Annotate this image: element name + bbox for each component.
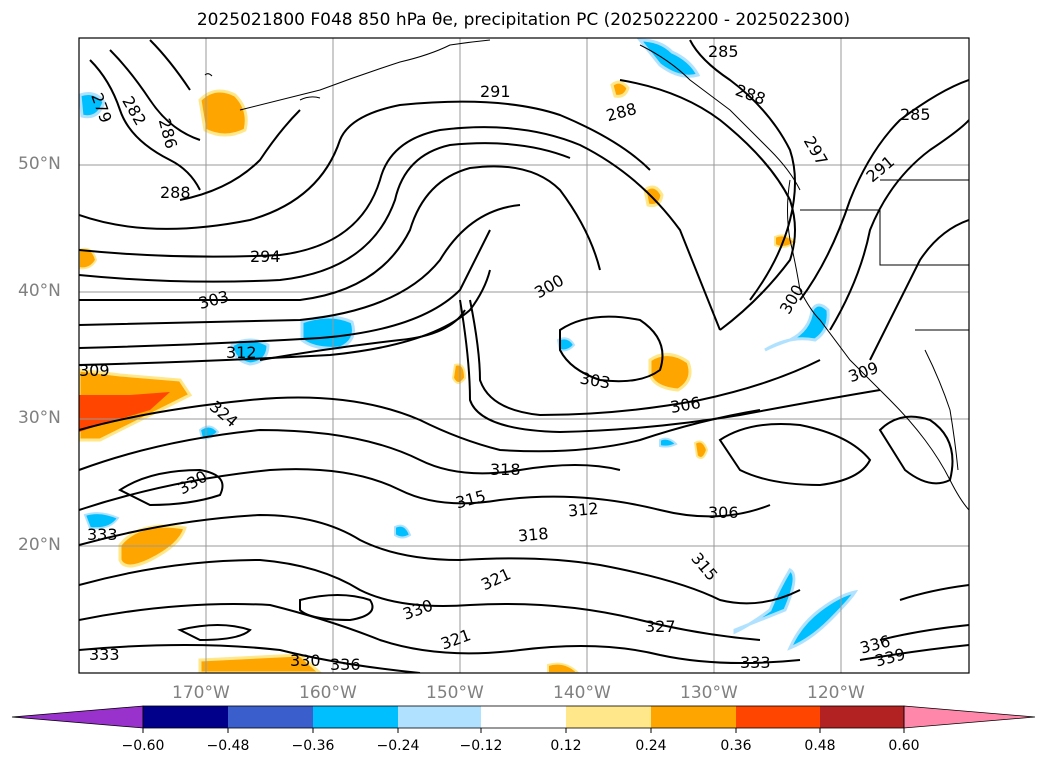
contour-label: 333 [87, 525, 118, 544]
lon-label: 140°W [553, 683, 611, 703]
lon-label: 130°W [680, 683, 738, 703]
precip-negative-area [300, 315, 355, 350]
contour-label: 321 [478, 564, 514, 594]
contour-label: 309 [846, 358, 881, 386]
colorbar-tick-label: 0.48 [804, 738, 836, 754]
contour-label: 312 [567, 499, 599, 521]
colorbar-tick-label: 0.12 [550, 738, 582, 754]
contour-label: 291 [480, 82, 511, 101]
precip-strong-area [79, 392, 170, 432]
contour-label: 286 [155, 116, 181, 150]
contour-label: 285 [900, 105, 931, 124]
precip-positive-area [643, 185, 664, 207]
contour-label: 327 [645, 617, 676, 636]
contour-label: 303 [197, 287, 231, 313]
contour-label: 285 [708, 42, 739, 61]
contour-label: 282 [118, 93, 150, 129]
colorbar-bin [313, 706, 398, 728]
precip-negative-area [636, 38, 701, 78]
lat-label: 30°N [18, 408, 61, 428]
contour-label: 333 [89, 645, 120, 664]
precip-positive-area [198, 89, 248, 137]
contour-label: 300 [531, 271, 567, 303]
colorbar-tick-label: 0.24 [635, 738, 667, 754]
precip-positive-area [648, 353, 692, 392]
precip-positive-area [610, 80, 630, 98]
colorbar-tick-label: 0.60 [888, 738, 920, 754]
precip-negative-area [733, 568, 796, 635]
colorbar-tick-label: −0.12 [459, 738, 503, 754]
contour-label: 294 [250, 247, 281, 266]
contour-label: 336 [330, 655, 361, 674]
contour-label: 288 [604, 99, 638, 125]
colorbar-bin [566, 706, 651, 728]
colorbar-bin [736, 706, 820, 728]
colorbar-tick-label: −0.36 [291, 738, 335, 754]
colorbar [11, 705, 1036, 733]
contour-label: 288 [160, 183, 191, 202]
colorbar-outline [142, 705, 905, 729]
lat-label: 40°N [18, 281, 61, 301]
lon-label: 120°W [807, 683, 865, 703]
precip-negative-area [79, 92, 106, 119]
precip-positive-area [451, 363, 467, 384]
lon-label: 160°W [299, 683, 357, 703]
precip-negative-area [659, 437, 678, 448]
precip-negative-area [556, 337, 576, 352]
contour-label: 318 [490, 460, 521, 479]
precip-negative-area [764, 303, 830, 352]
contour-label: 288 [733, 80, 768, 108]
colorbar-extend-left [11, 705, 144, 729]
lon-label: 150°W [426, 683, 484, 703]
map-frame [78, 37, 970, 674]
colorbar-extend-right [903, 705, 1036, 729]
lon-label: 170°W [172, 683, 230, 703]
contour-label: 315 [453, 486, 487, 512]
contour-label: 321 [438, 625, 473, 653]
colorbar-bin [143, 706, 228, 728]
colorbar-bin [820, 706, 904, 728]
contour-label: 318 [517, 524, 549, 546]
contour-label: 315 [687, 549, 721, 585]
contour-label: 303 [578, 369, 611, 393]
graticule [79, 38, 969, 673]
contour-label: 312 [226, 343, 257, 362]
contour-label: 297 [800, 133, 832, 169]
contour-label: 330 [400, 596, 435, 624]
lat-label: 20°N [18, 535, 61, 555]
precip-positive-area [547, 662, 580, 673]
contour-labels: 279 282 286 288 285 291 288 285 288 291 … [79, 42, 931, 674]
contour-label: 279 [87, 90, 115, 125]
precip-positive-area [693, 440, 709, 459]
colorbar-tick-label: −0.60 [121, 738, 165, 754]
theta-e-contours [79, 39, 969, 673]
colorbar-bin [481, 706, 566, 728]
map-title: 2025021800 F048 850 hPa θe, precipitatio… [196, 10, 851, 30]
colorbar-tick-label: −0.48 [206, 738, 250, 754]
contour-label: 306 [708, 503, 739, 522]
colorbar-bin [398, 706, 481, 728]
contour-label: 300 [776, 281, 808, 317]
precip-negative-area [83, 512, 120, 530]
colorbar-bin [228, 706, 313, 728]
contour-label: 306 [669, 393, 702, 417]
contour-label: 309 [79, 361, 110, 380]
contour-label: 330 [290, 651, 321, 670]
colorbar-bin [651, 706, 736, 728]
precip-positive-area [79, 247, 98, 270]
precip-positive-area [198, 653, 323, 673]
colorbar-tick-label: −0.24 [376, 738, 420, 754]
precip-negative-area [787, 589, 859, 651]
contour-label: 291 [863, 152, 899, 186]
precip-negative-area [394, 524, 412, 539]
colorbar-tick-label: 0.36 [720, 738, 752, 754]
lat-label: 50°N [18, 154, 61, 174]
contour-label: 333 [740, 653, 771, 672]
